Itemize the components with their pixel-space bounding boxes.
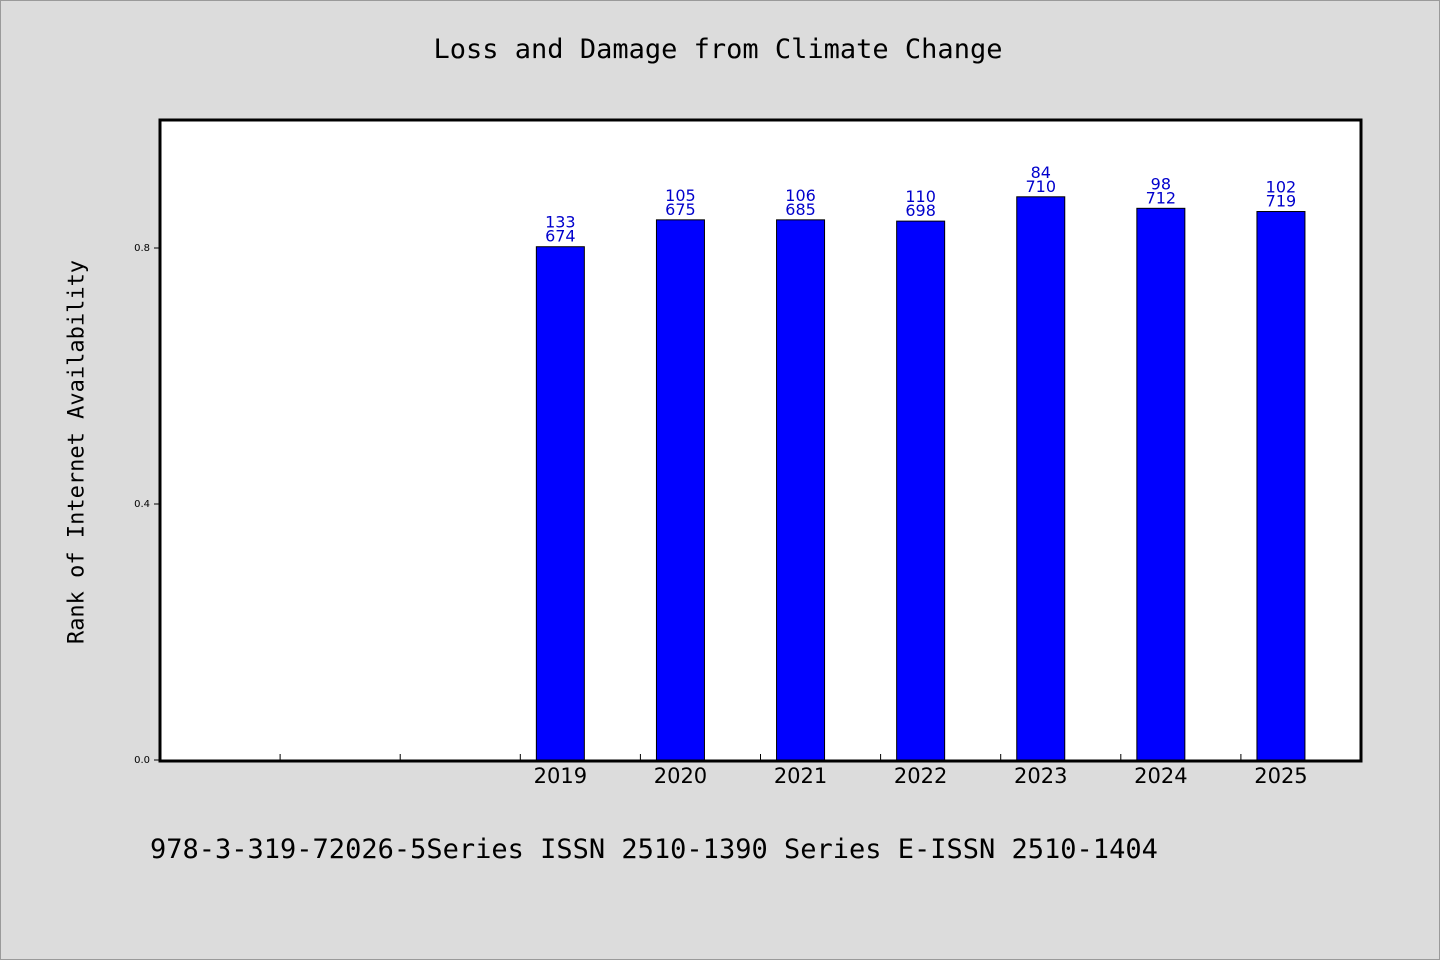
data-label-bottom: 674 [545, 227, 576, 246]
y-tick-label: 0.4 [134, 499, 150, 510]
data-label-top: 98 [1151, 174, 1171, 193]
data-label-top: 105 [665, 186, 696, 205]
bar-2019 [535, 246, 585, 761]
bar-2022 [896, 220, 946, 761]
x-tick-label: 2021 [774, 764, 827, 788]
data-label-top: 110 [905, 187, 936, 206]
x-tick-label: 2022 [894, 764, 947, 788]
x-tick-label: 2024 [1134, 764, 1187, 788]
data-label-top: 102 [1266, 178, 1297, 197]
chart-title: Loss and Damage from Climate Change [433, 34, 1003, 65]
bar-2024 [1136, 207, 1186, 761]
data-label-top: 133 [545, 213, 576, 232]
x-tick-label: 2020 [654, 764, 707, 788]
ticks-group: 0.0 0.4 0.8 2019 2020 2021 2022 2023 2024 2025 [134, 243, 1308, 788]
x-tick-label: 2023 [1014, 764, 1067, 788]
data-label-bottom: 675 [665, 200, 696, 219]
bar-2021 [776, 219, 826, 761]
footer-isbn-text: 978-3-319-72026-5Series ISSN 2510-1390 S… [150, 834, 1158, 865]
x-tick-label: 2019 [534, 764, 587, 788]
data-label-bottom: 685 [785, 200, 816, 219]
y-tick-label: 0.8 [134, 243, 150, 254]
bar-2020 [655, 219, 705, 761]
data-label-bottom: 719 [1266, 192, 1297, 211]
bar-2023 [1016, 196, 1066, 761]
data-label-bottom: 710 [1025, 177, 1056, 196]
data-label-top: 106 [785, 186, 816, 205]
data-label-bottom: 698 [905, 201, 936, 220]
data-label-bottom: 712 [1146, 188, 1177, 207]
data-label-top: 84 [1031, 163, 1051, 182]
x-tick-label: 2025 [1254, 764, 1307, 788]
y-tick-label: 0.0 [134, 755, 150, 766]
bar-2025 [1256, 211, 1306, 761]
